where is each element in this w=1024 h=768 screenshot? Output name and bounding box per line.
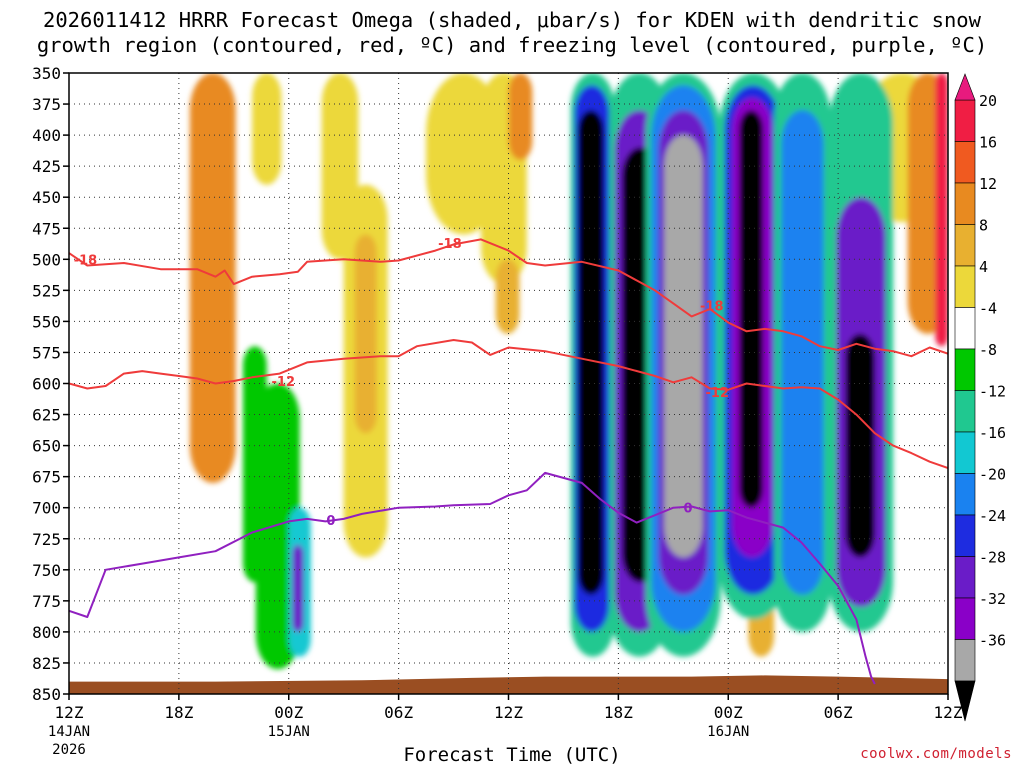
omega-cell — [354, 234, 377, 434]
y-tick-label: 350 — [32, 64, 61, 83]
dgz-contour-label: -12 — [706, 386, 730, 401]
colorbar-swatch — [954, 224, 976, 267]
y-tick-label: 450 — [32, 188, 61, 207]
y-tick-label: 675 — [32, 468, 61, 487]
temperature-contours: -18 -18 -18 -12 -12 0 0 — [69, 237, 948, 685]
y-tick-label: 550 — [32, 312, 61, 331]
y-tick-label: 500 — [32, 250, 61, 269]
colorbar-label: -24 — [979, 507, 1006, 525]
x-tick-label: 06Z — [384, 703, 413, 722]
omega-cell — [845, 333, 875, 558]
x-axis: 12Z 14JAN 2026 18Z 00Z 15JAN 06Z 12Z 18Z 00Z 16JAN… — [48, 694, 963, 758]
x-tick-label: 12Z — [55, 703, 84, 722]
omega-cell — [578, 110, 604, 595]
colorbar-label: 16 — [979, 133, 997, 151]
y-axis: 350 375 400 425 450 475 500 525 550 575 600 625 650 6… — [32, 64, 69, 704]
terrain-surface — [69, 675, 948, 694]
y-tick-label: 825 — [32, 654, 61, 673]
y-tick-label: 375 — [32, 95, 61, 114]
colorbar-swatch — [954, 514, 976, 557]
y-tick-label: 625 — [32, 406, 61, 425]
omega-cell — [508, 73, 533, 160]
x-tick-label: 06Z — [824, 703, 853, 722]
colorbar-swatch — [954, 597, 976, 640]
y-tick-label: 800 — [32, 623, 61, 642]
omega-cell — [781, 110, 824, 595]
credit-link[interactable]: coolwx.com/models — [860, 746, 1012, 762]
colorbar-label: -20 — [979, 465, 1006, 483]
dgz-contour-line — [69, 238, 948, 358]
colorbar-label: -4 — [979, 299, 997, 317]
y-tick-label: 650 — [32, 437, 61, 456]
omega-cell — [739, 110, 764, 508]
x-tick-date-label: 15JAN — [268, 724, 310, 740]
colorbar-swatch — [954, 182, 976, 225]
y-tick-label: 475 — [32, 219, 61, 238]
dgz-contour-line — [69, 339, 948, 469]
colorbar-swatch — [954, 141, 976, 184]
colorbar-bottom-arrow — [954, 680, 976, 722]
y-tick-label: 850 — [32, 685, 61, 704]
colorbar-label: 4 — [979, 258, 988, 276]
x-tick-label: 12Z — [934, 703, 963, 722]
x-axis-title: Forecast Time (UTC) — [403, 744, 621, 766]
y-tick-label: 700 — [32, 499, 61, 518]
colorbar-swatch — [954, 556, 976, 599]
y-tick-label: 400 — [32, 126, 61, 145]
omega-cell — [664, 135, 703, 558]
x-tick-label: 12Z — [494, 703, 523, 722]
x-tick-date-label: 14JAN — [48, 724, 90, 740]
x-tick-date-label: 2026 — [52, 742, 86, 758]
colorbar-swatch — [954, 99, 976, 142]
y-tick-label: 525 — [32, 281, 61, 300]
colorbar: 20 16 12 8 4 -4 -8 -12 -16 -20 -24 -28 -32 -36 — [954, 73, 1006, 722]
colorbar-swatch — [954, 307, 976, 350]
omega-cell — [252, 73, 282, 185]
omega-shading — [189, 73, 948, 670]
freezing-level-contour-label: 0 — [326, 514, 335, 529]
colorbar-top-arrow — [954, 73, 976, 101]
colorbar-swatch — [954, 473, 976, 516]
y-tick-label: 600 — [32, 375, 61, 394]
dgz-contour-label: -18 — [700, 299, 724, 314]
omega-cell — [935, 73, 948, 347]
y-tick-label: 425 — [32, 157, 61, 176]
y-tick-label: 750 — [32, 561, 61, 580]
colorbar-label: 8 — [979, 216, 988, 234]
omega-cell — [242, 346, 267, 583]
colorbar-label: 20 — [979, 92, 997, 110]
terrain-fill — [69, 675, 948, 694]
colorbar-swatch — [954, 390, 976, 433]
colorbar-swatch — [954, 639, 976, 682]
colorbar-label: 12 — [979, 175, 997, 193]
colorbar-swatch — [954, 431, 976, 474]
y-tick-label: 775 — [32, 592, 61, 611]
x-tick-label: 00Z — [714, 703, 743, 722]
y-tick-label: 725 — [32, 530, 61, 549]
chart-title-line-2: growth region (contoured, red, ºC) and f… — [36, 33, 988, 57]
colorbar-label: -12 — [979, 382, 1006, 400]
x-tick-label: 00Z — [274, 703, 303, 722]
freezing-level-contour-line — [69, 471, 876, 685]
colorbar-label: -32 — [979, 590, 1006, 608]
x-tick-date-label: 16JAN — [707, 724, 749, 740]
dgz-contour-label: -12 — [272, 375, 296, 390]
grid-lines — [69, 73, 948, 694]
x-tick-label: 18Z — [604, 703, 633, 722]
x-tick-label: 18Z — [164, 703, 193, 722]
chart-title-line-1: 2026011412 HRRR Forecast Omega (shaded, … — [43, 8, 981, 32]
colorbar-label: -36 — [979, 631, 1006, 649]
dgz-contour-label: -18 — [438, 237, 462, 252]
colorbar-label: -16 — [979, 424, 1006, 442]
y-tick-label: 575 — [32, 343, 61, 362]
colorbar-label: -28 — [979, 548, 1006, 566]
freezing-level-contour-label: 0 — [683, 502, 692, 517]
omega-cell — [495, 259, 520, 334]
colorbar-swatch — [954, 265, 976, 308]
colorbar-label: -8 — [979, 341, 997, 359]
dgz-contour-label: -18 — [74, 253, 98, 268]
colorbar-swatch — [954, 348, 976, 391]
omega-cell — [292, 544, 304, 632]
